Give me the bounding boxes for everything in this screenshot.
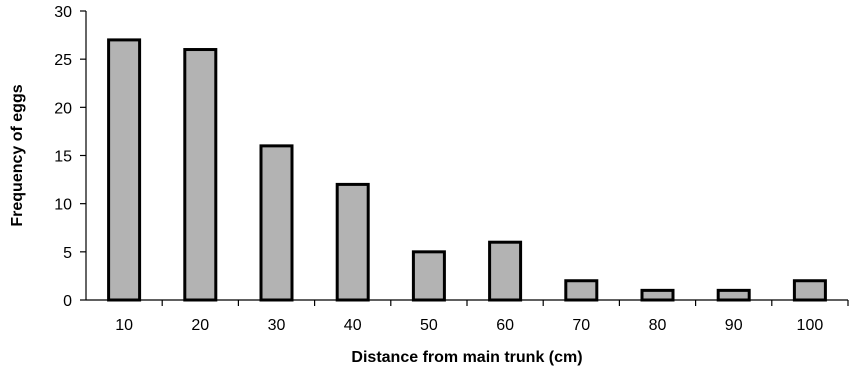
bar: [259, 144, 294, 302]
x-tick-label: 70: [572, 317, 590, 334]
bars-group: [107, 38, 827, 302]
y-tick-label: 25: [54, 52, 72, 69]
y-tick-label: 20: [54, 100, 72, 117]
bar: [107, 38, 142, 302]
x-tick-label: 40: [344, 317, 362, 334]
x-tick-label: 20: [191, 317, 209, 334]
bar: [183, 48, 218, 302]
bar: [640, 288, 675, 302]
y-tick-label: 10: [54, 197, 72, 214]
x-tick-label: 50: [420, 317, 438, 334]
y-axis-ticks: 0 5 10 15 20 25 30: [54, 4, 86, 310]
x-tick-label: 60: [496, 317, 514, 334]
x-tick-label: 100: [797, 317, 824, 334]
x-axis-ticks: 10 20 30 40 50 60 70 80 90 100: [115, 300, 849, 334]
bar: [792, 279, 827, 302]
x-tick-label: 90: [725, 317, 743, 334]
x-tick-label: 10: [115, 317, 133, 334]
x-tick-label: 80: [649, 317, 667, 334]
y-tick-label: 0: [63, 293, 72, 310]
bar: [716, 288, 751, 302]
y-axis-title: Frequency of eggs: [9, 84, 26, 226]
bar: [411, 250, 446, 302]
bar: [488, 240, 523, 302]
y-tick-label: 30: [54, 4, 72, 21]
x-axis-title: Distance from main trunk (cm): [351, 349, 582, 366]
bar: [564, 279, 599, 302]
y-tick-label: 15: [54, 149, 72, 166]
bar: [335, 182, 370, 302]
x-tick-label: 30: [268, 317, 286, 334]
y-tick-label: 5: [63, 245, 72, 262]
